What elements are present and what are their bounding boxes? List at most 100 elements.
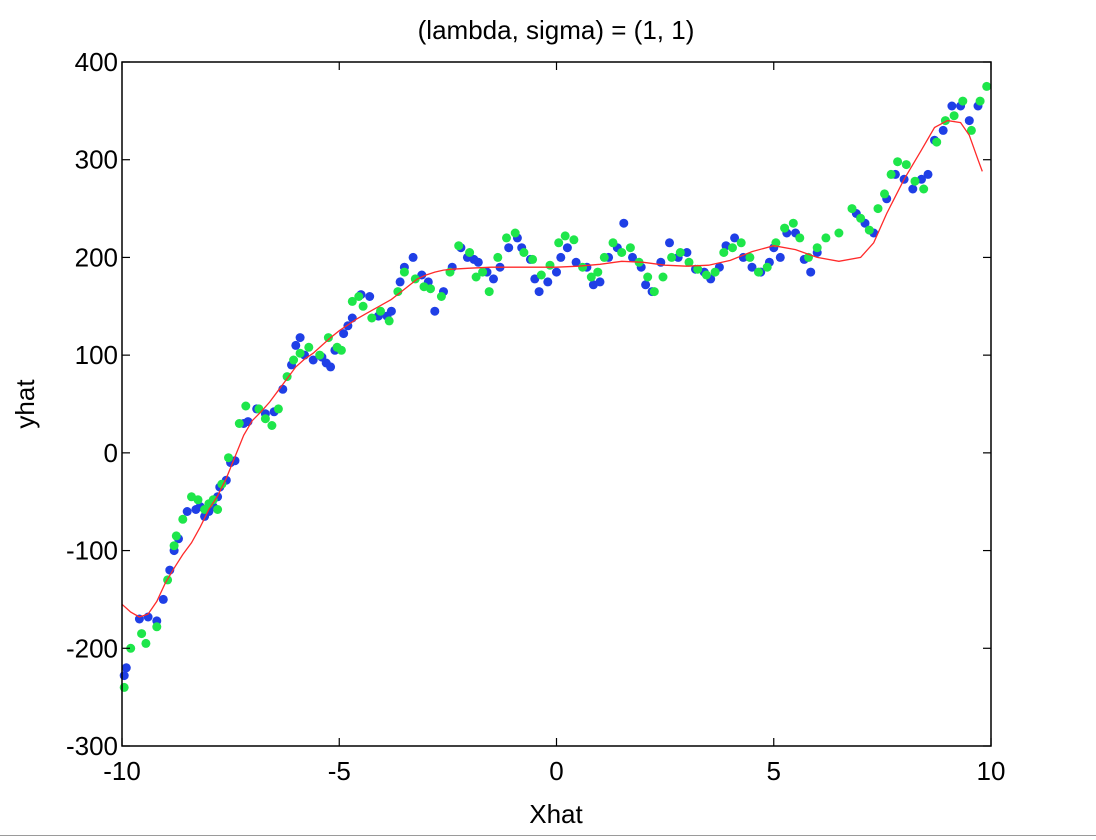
scatter-point bbox=[289, 355, 299, 365]
scatter-point bbox=[599, 252, 609, 262]
scatter-point bbox=[121, 663, 131, 673]
scatter-point bbox=[812, 243, 822, 253]
scatter-point bbox=[536, 270, 546, 280]
scatter-point bbox=[617, 248, 627, 257]
scatter-point bbox=[608, 238, 618, 248]
scatter-point bbox=[543, 277, 553, 287]
scatter-point bbox=[193, 495, 203, 505]
scatter-point bbox=[619, 218, 629, 228]
scatter-point bbox=[966, 125, 976, 135]
scatter-point bbox=[158, 594, 168, 604]
scatter-point bbox=[641, 280, 651, 290]
scatter-point bbox=[213, 505, 223, 514]
scatter-point bbox=[493, 252, 503, 262]
scatter-point bbox=[519, 248, 529, 257]
scatter-point bbox=[821, 233, 831, 243]
scatter-point bbox=[595, 277, 605, 287]
scatter-point bbox=[754, 267, 763, 277]
scatter-point bbox=[625, 243, 635, 253]
scatter-point bbox=[315, 350, 325, 360]
scatter-point bbox=[795, 233, 805, 243]
scatter-point bbox=[152, 622, 162, 632]
scatter-point bbox=[393, 287, 403, 297]
scatter-point bbox=[710, 267, 720, 277]
scatter-point bbox=[938, 125, 948, 135]
x-tick-label: 0 bbox=[549, 756, 563, 786]
scatter-point bbox=[126, 643, 136, 653]
scatter-point bbox=[788, 218, 798, 228]
scatter-point bbox=[545, 260, 555, 270]
axis-ticks: -10 -5 0 5 10 -300 -200 -100 0 100 200 300 400 bbox=[66, 47, 1006, 786]
scatter-point bbox=[224, 453, 233, 463]
scatter-point bbox=[408, 252, 418, 262]
scatter-point bbox=[856, 213, 866, 223]
scatter-point bbox=[923, 169, 933, 179]
scatter-point bbox=[182, 507, 192, 516]
scatter-point bbox=[430, 306, 440, 316]
scatter-point bbox=[864, 225, 874, 235]
scatter-point bbox=[893, 157, 903, 167]
scatter-point bbox=[762, 262, 772, 272]
scatter-point bbox=[465, 248, 475, 257]
scatter-point bbox=[308, 355, 318, 365]
scatter-point bbox=[267, 421, 277, 430]
scatter-point bbox=[880, 189, 889, 199]
scatter-point bbox=[137, 629, 147, 639]
scatter-point bbox=[586, 272, 596, 282]
scatter-point bbox=[747, 262, 757, 272]
scatter-point bbox=[528, 254, 538, 264]
scatter-point bbox=[454, 241, 464, 251]
window-bottom-border bbox=[0, 835, 1096, 836]
scatter-point bbox=[684, 257, 694, 267]
scatter-point bbox=[347, 296, 357, 306]
scatter-point bbox=[326, 362, 336, 372]
scatter-point bbox=[738, 252, 748, 262]
scatter-point bbox=[365, 292, 375, 301]
scatter-point bbox=[178, 514, 188, 524]
scatter-point bbox=[719, 248, 729, 257]
scatter-point bbox=[426, 284, 435, 294]
scatter-point bbox=[304, 342, 314, 352]
scatter-point bbox=[241, 401, 251, 411]
scatter-point bbox=[234, 419, 244, 428]
scatter-point bbox=[593, 267, 603, 277]
scatter-point bbox=[910, 176, 920, 186]
scatter-point bbox=[949, 111, 959, 121]
scatter-point bbox=[562, 243, 572, 253]
plot-area bbox=[119, 81, 992, 692]
scatter-point bbox=[119, 671, 129, 681]
scatter-point bbox=[323, 333, 333, 343]
x-tick-label: -5 bbox=[328, 756, 351, 786]
scatter-point bbox=[417, 270, 427, 280]
y-tick-label: 100 bbox=[75, 340, 118, 370]
scatter-point bbox=[384, 316, 394, 326]
x-tick-label: 5 bbox=[767, 756, 781, 786]
scatter-point bbox=[554, 238, 564, 248]
scatter-point bbox=[771, 238, 781, 248]
x-tick-label: 10 bbox=[977, 756, 1006, 786]
scatter-point bbox=[658, 272, 668, 282]
scatter-point bbox=[208, 495, 218, 505]
scatter-point bbox=[395, 277, 405, 287]
scatter-point bbox=[569, 235, 579, 245]
scatter-point bbox=[291, 340, 301, 350]
scatter-point bbox=[260, 414, 270, 424]
scatter-point bbox=[410, 274, 420, 284]
scatter-point bbox=[354, 292, 364, 301]
scatter-point bbox=[119, 682, 129, 692]
chart-title: (lambda, sigma) = (1, 1) bbox=[418, 15, 695, 45]
scatter-point bbox=[693, 264, 703, 274]
scatter-point bbox=[171, 531, 181, 541]
scatter-point bbox=[745, 252, 755, 262]
scatter-point bbox=[873, 204, 883, 214]
scatter-point bbox=[502, 233, 511, 243]
scatter-point bbox=[675, 248, 685, 257]
scatter-point bbox=[886, 169, 896, 179]
x-axis-label: Xhat bbox=[529, 799, 583, 829]
scatter-point bbox=[473, 257, 483, 267]
scatter-point bbox=[728, 243, 737, 253]
scatter-point bbox=[534, 287, 544, 297]
y-tick-label: 200 bbox=[75, 242, 118, 272]
scatter-point bbox=[484, 287, 494, 297]
scatter-point bbox=[376, 306, 385, 316]
